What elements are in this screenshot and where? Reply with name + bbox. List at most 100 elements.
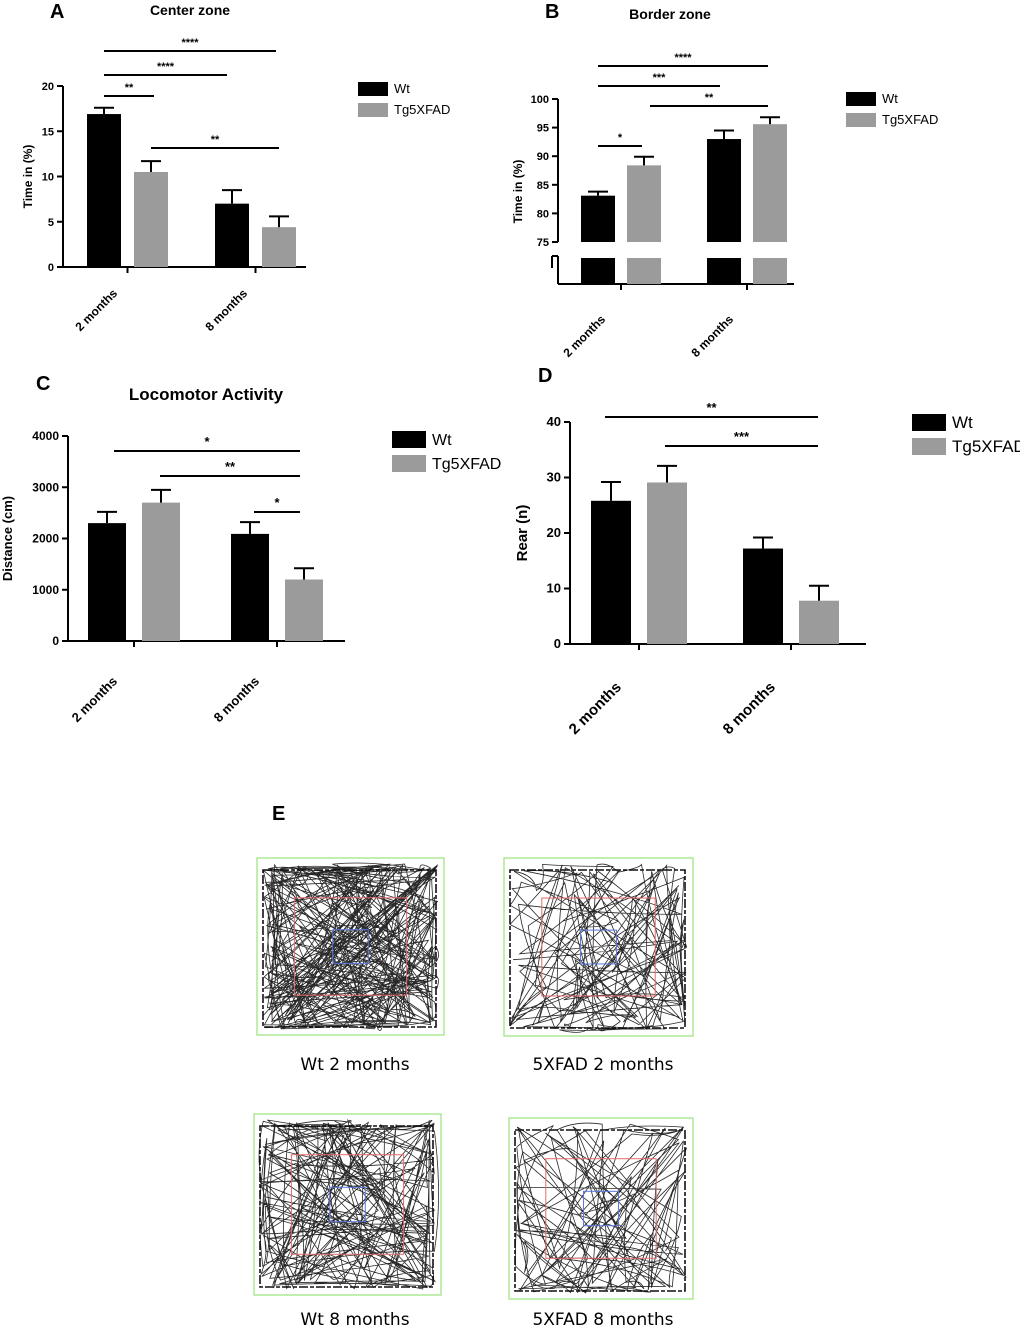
bar-wt-1 [743,548,783,644]
y-tick-label: 4000 [32,429,59,443]
y-tick-label: 2000 [32,532,59,546]
bar-wt-0 [88,523,126,641]
arena-outline [256,857,445,1036]
x-tick-label: 8 months [689,312,737,360]
bar-wt-0 [581,195,615,242]
panel-letter-a: A [50,1,64,23]
y-tick-label: 0 [48,262,54,274]
arena-outline [508,1117,694,1300]
panel-letter-e: E [272,803,285,825]
center-zone [541,897,656,997]
bar-tg5xfad-0 [142,502,180,641]
significance-label: * [618,132,623,144]
y-tick-label: 95 [537,123,549,135]
bar-tg5xfad-1 [285,579,323,641]
legend-swatch-wt [358,82,388,96]
legend-label-tg5xfad: Tg5XFAD [882,112,938,127]
track-caption: 5XFAD 2 months [532,1055,673,1075]
bar-lower-wt-1 [707,258,741,284]
arena-outline [253,1113,442,1296]
legend-label-wt: Wt [432,432,452,449]
x-tick-label: 2 months [561,312,609,360]
center-zone [545,1158,657,1259]
chart-title: Border zone [629,6,711,22]
y-tick-label: 90 [537,151,549,163]
bar-charts: A Center zone 0 5 10 15 20 Time in (%) 2 months 8… [0,1,1020,738]
y-tick-label: 100 [531,94,549,106]
legend-swatch-tg5xfad [846,113,876,127]
wall-track [259,1125,434,1288]
y-tick-label: 0 [52,634,59,648]
bar-wt-1 [231,533,269,641]
chart-title: Center zone [150,2,230,18]
bar-wt-1 [215,203,249,267]
arena-outline [503,857,694,1037]
significance-label: **** [181,37,199,49]
y-tick-label: 10 [547,581,561,596]
y-tick-label: 40 [547,414,561,429]
track-caption: 5XFAD 8 months [532,1310,673,1327]
panel-e-track-plots: E Wt 2 months 5XFAD 2 months Wt 8 months 5X… [253,803,694,1327]
bar-wt-1 [707,139,741,242]
legend-swatch-wt [912,414,946,431]
wall-track [509,869,686,1029]
legend-swatch-tg5xfad [912,438,946,455]
legend-label-wt: Wt [394,81,410,96]
y-tick-label: 0 [554,636,561,651]
panel-letter-b: B [545,1,559,23]
x-tick-label: 8 months [720,679,779,738]
y-tick-label: 20 [42,81,54,93]
y-axis-label: Distance (cm) [0,496,15,581]
inner-zone [332,929,369,964]
wall-track [514,1129,686,1292]
y-tick-label: 1000 [32,583,59,597]
significance-label: *** [653,72,667,84]
inner-zone [329,1186,366,1223]
chart-b: B Border zone 75 80 85 90 95 100 Time in (%) 2 mo… [511,1,938,360]
chart-title: Locomotor Activity [129,385,284,404]
x-tick-label: 2 months [566,679,625,738]
y-tick-label: 10 [42,172,54,184]
legend-label-tg5xfad: Tg5XFAD [394,102,450,117]
y-tick-label: 85 [537,180,549,192]
bar-lower-tg5xfad-0 [627,258,661,284]
legend-swatch-wt [846,92,876,106]
x-tick-label: 8 months [211,674,262,725]
movement-track [509,863,688,1033]
track-plot-1: Wt 2 months [256,857,445,1075]
y-axis-label: Rear (n) [514,505,531,562]
movement-track [258,1118,439,1290]
y-tick-label: 20 [547,525,561,540]
legend-swatch-tg5xfad [358,103,388,117]
panel-letter-d: D [538,365,552,387]
significance-label: *** [734,429,750,444]
track-caption: Wt 2 months [300,1055,409,1075]
legend-swatch-wt [392,431,426,448]
bar-tg5xfad-1 [753,124,787,242]
bar-tg5xfad-1 [799,600,839,644]
significance-label: ** [705,92,714,104]
track-plot-2: 5XFAD 2 months [503,857,694,1075]
y-tick-label: 75 [537,237,549,249]
significance-label: ** [706,400,717,415]
legend-label-wt: Wt [882,91,898,106]
inner-zone [580,929,617,965]
y-tick-label: 15 [42,126,54,138]
wall-track [262,869,437,1028]
significance-label: ** [225,459,236,474]
significance-label: **** [674,52,692,64]
bar-tg5xfad-0 [647,482,687,644]
chart-a: A Center zone 0 5 10 15 20 Time in (%) 2 months 8… [21,1,450,334]
y-axis-label: Time in (%) [21,145,35,209]
bar-tg5xfad-0 [627,165,661,242]
x-tick-label: 8 months [203,286,251,334]
y-tick-label: 80 [537,208,549,220]
legend-label-tg5xfad: Tg5XFAD [432,456,501,473]
y-tick-label: 30 [547,470,561,485]
significance-label: * [204,434,210,449]
legend-label-wt: Wt [952,413,973,432]
x-tick-label: 2 months [69,674,120,725]
significance-label: * [274,495,280,510]
legend-swatch-tg5xfad [392,455,426,472]
